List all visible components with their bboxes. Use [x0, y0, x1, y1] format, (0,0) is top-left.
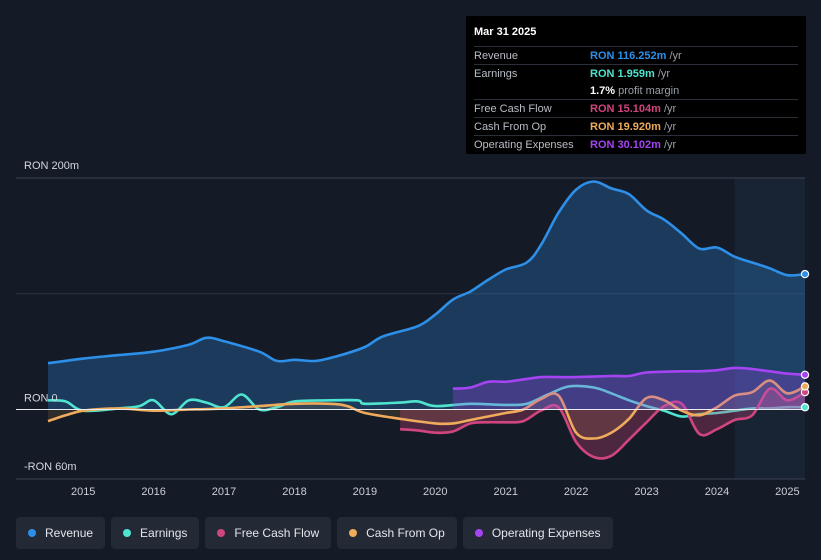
- legend-dot-icon: [217, 529, 226, 537]
- operating-expenses-line: [452, 366, 806, 390]
- legend-dot-icon: [28, 529, 36, 537]
- x-tick-label: 2015: [71, 486, 95, 498]
- cash-from-op-line: [47, 379, 806, 440]
- revenue-endpoint-marker: [800, 269, 810, 279]
- x-tick-label: 2019: [353, 486, 377, 498]
- tooltip-row-label: Earnings: [474, 67, 518, 80]
- tooltip-row-value: 1.7%: [590, 84, 616, 97]
- x-tick-label: 2023: [634, 486, 658, 498]
- legend-item-operating-expenses[interactable]: Operating Expenses: [462, 517, 613, 549]
- legend-dot-icon: [123, 529, 132, 537]
- tooltip-row-unit: /yr: [663, 120, 677, 133]
- tooltip-row-value: RON 15.104m: [590, 102, 661, 115]
- x-tick-label: 2016: [141, 486, 165, 498]
- legend-label: Revenue: [45, 526, 94, 540]
- tooltip-row-unit: /yr: [657, 67, 671, 80]
- tooltip-row: Earnings RON 1.959m/yr: [474, 64, 798, 82]
- tooltip-row-unit: profit margin: [618, 84, 680, 97]
- earnings-endpoint-marker: [800, 403, 810, 412]
- free-cash-flow-area: [400, 388, 805, 459]
- x-tick-label: 2024: [705, 486, 729, 498]
- tooltip-row-label: Operating Expenses: [474, 138, 574, 151]
- tooltip-row-value: RON 30.102m: [590, 138, 661, 151]
- financial-chart: RON 200m RON 0 -RON 60m 2015 2016 2017 2018…: [16, 160, 810, 498]
- chart-legend: Revenue Earnings Free Cash Flow Cash From O…: [16, 517, 613, 549]
- revenue-area: [48, 181, 805, 410]
- legend-label: Cash From Op: [366, 526, 445, 540]
- tooltip-row: Free Cash Flow RON 15.104m/yr: [474, 99, 798, 117]
- y-axis-top-label: RON 200m: [24, 160, 79, 172]
- tooltip-row: Cash From Op RON 19.920m/yr: [474, 117, 798, 135]
- tooltip-row-unit: /yr: [663, 138, 677, 151]
- legend-item-cash-from-op[interactable]: Cash From Op: [337, 517, 457, 549]
- x-tick-label: 2018: [282, 486, 306, 498]
- legend-item-free-cash-flow[interactable]: Free Cash Flow: [205, 517, 332, 549]
- forecast-shade: [734, 178, 805, 479]
- legend-label: Earnings: [140, 526, 188, 540]
- tooltip-row-value: RON 19.920m: [590, 120, 661, 133]
- revenue-line: [47, 180, 806, 365]
- legend-item-earnings[interactable]: Earnings: [111, 517, 200, 549]
- tooltip-row: Revenue RON 116.252m/yr: [474, 46, 798, 64]
- legend-dot-icon: [474, 529, 483, 537]
- tooltip-row: Operating Expenses RON 30.102m/yr: [474, 135, 798, 153]
- tooltip-row-label: Free Cash Flow: [474, 102, 552, 115]
- legend-label: Free Cash Flow: [234, 526, 320, 540]
- operating-expenses-endpoint-marker: [800, 370, 810, 380]
- x-tick-label: 2022: [564, 486, 588, 498]
- legend-label: Operating Expenses: [491, 526, 601, 540]
- y-axis-zero-label: RON 0: [24, 393, 58, 405]
- x-tick-label: 2017: [212, 486, 236, 498]
- x-tick-label: 2021: [493, 486, 517, 498]
- tooltip-row-unit: /yr: [669, 49, 682, 62]
- tooltip-date: Mar 31 2025: [474, 26, 537, 38]
- tooltip-row: 1.7% profit margin: [474, 82, 798, 99]
- tooltip-row-label: Cash From Op: [474, 120, 547, 133]
- legend-dot-icon: [349, 529, 358, 537]
- y-axis-bottom-label: -RON 60m: [24, 461, 77, 473]
- legend-item-revenue[interactable]: Revenue: [16, 517, 106, 549]
- cash-from-op-endpoint-marker: [800, 382, 810, 391]
- x-tick-label: 2020: [423, 486, 447, 498]
- tooltip-row-label: Revenue: [474, 49, 519, 62]
- free-cash-flow-line: [400, 387, 806, 460]
- tooltip-row-unit: /yr: [663, 102, 677, 115]
- tooltip-row-value: RON 116.252m: [590, 49, 667, 62]
- data-tooltip: Mar 31 2025 Revenue RON 116.252m/yr Earnin…: [466, 16, 806, 154]
- x-tick-label: 2025: [775, 486, 799, 498]
- tooltip-row-value: RON 1.959m: [590, 67, 655, 80]
